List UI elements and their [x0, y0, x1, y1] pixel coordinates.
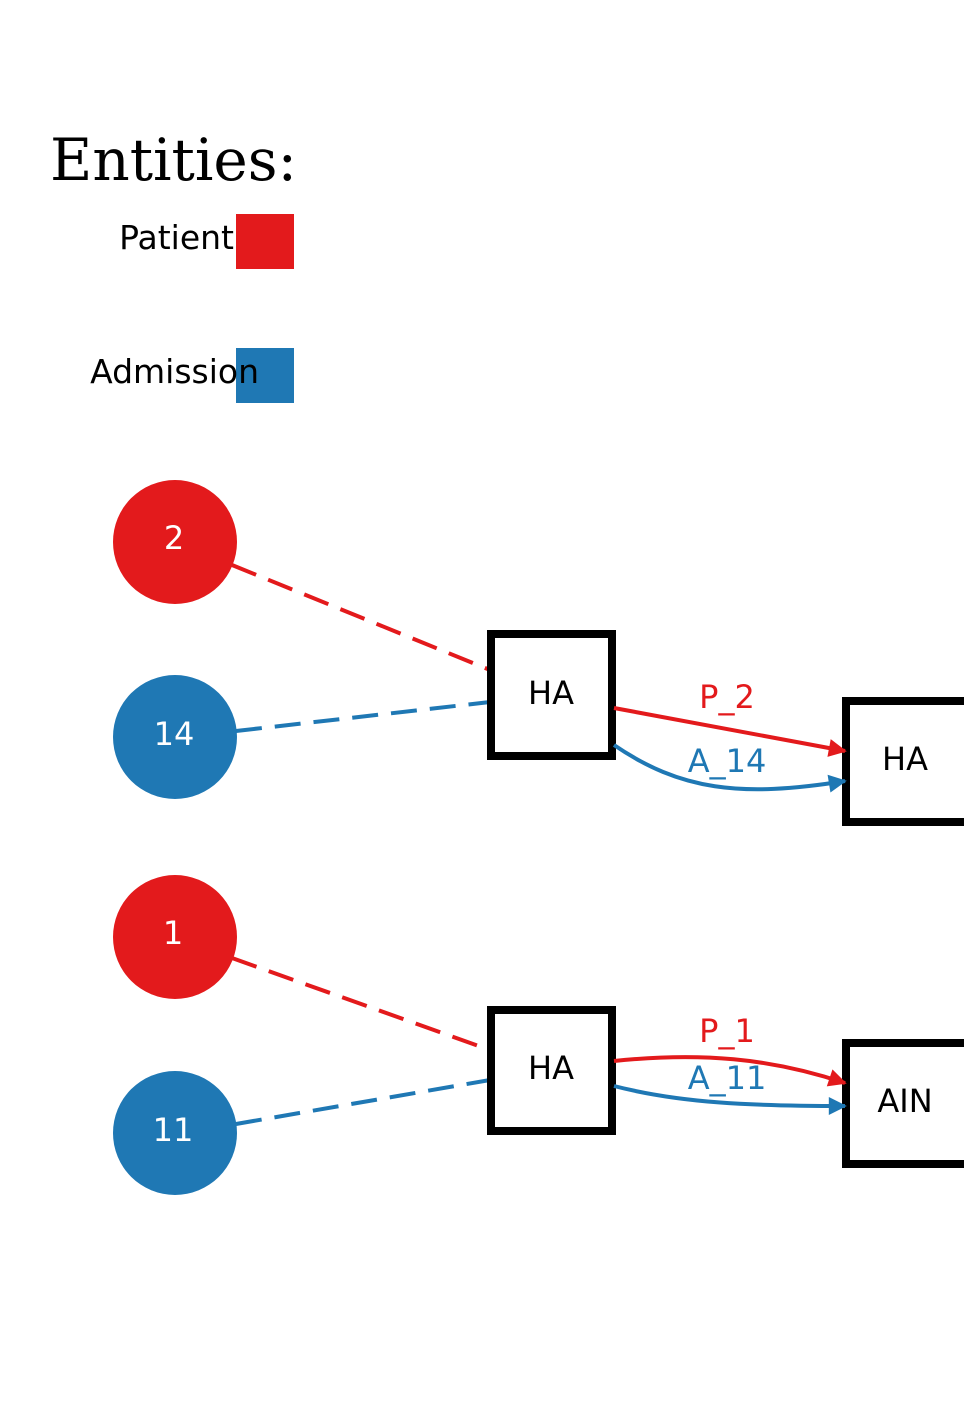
legend-swatch-admission: [236, 348, 294, 403]
entity-link-admission: [235, 700, 491, 733]
entity-group: 1 11 HA AIN P_1 A_11: [113, 875, 964, 1195]
patient-entity-node: [113, 875, 237, 999]
patient-entity-label: 1: [163, 914, 183, 952]
entity-group: 2 14 HA HA P_2 A_14: [113, 480, 964, 826]
legend-label-admission: Admission: [90, 352, 259, 391]
admission-edge-label: A_14: [688, 742, 767, 780]
legend-swatch-patient: [236, 214, 294, 269]
source-activity-box: [487, 630, 616, 760]
admission-entity-label: 11: [153, 1111, 194, 1149]
admission-entity-node: [113, 675, 237, 799]
patient-edge-label: P_2: [699, 678, 755, 716]
patient-edge: [613, 706, 847, 757]
target-activity-box: [842, 697, 964, 826]
admission-edge: [612, 743, 847, 793]
source-activity-box: [487, 1006, 616, 1135]
admission-entity-label: 14: [154, 715, 195, 753]
admission-edge: [613, 1084, 847, 1115]
patient-edge: [613, 1055, 847, 1087]
patient-entity-label: 2: [164, 519, 184, 557]
legend-title: Entities:: [50, 126, 297, 194]
patient-edge-label: P_1: [699, 1012, 755, 1050]
entity-link-admission: [235, 1078, 491, 1126]
target-activity-label: HA: [882, 740, 928, 778]
admission-edge-label: A_11: [688, 1059, 767, 1097]
source-activity-label: HA: [528, 674, 574, 712]
legend: Entities: Patient Admission: [50, 126, 297, 403]
entity-link-patient: [231, 563, 491, 672]
legend-label-patient: Patient: [119, 218, 234, 257]
admission-entity-node: [113, 1071, 237, 1195]
source-activity-label: HA: [528, 1049, 574, 1087]
patient-entity-node: [113, 480, 237, 604]
entity-link-patient: [231, 956, 491, 1052]
target-activity-label: AIN: [877, 1082, 932, 1120]
